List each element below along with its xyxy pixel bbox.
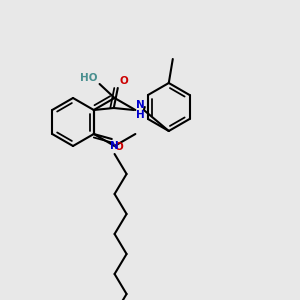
Text: O: O <box>120 76 128 86</box>
Text: HO: HO <box>80 73 98 83</box>
Text: O: O <box>115 142 124 152</box>
Text: N: N <box>110 141 119 151</box>
Text: N
H: N H <box>136 100 145 120</box>
